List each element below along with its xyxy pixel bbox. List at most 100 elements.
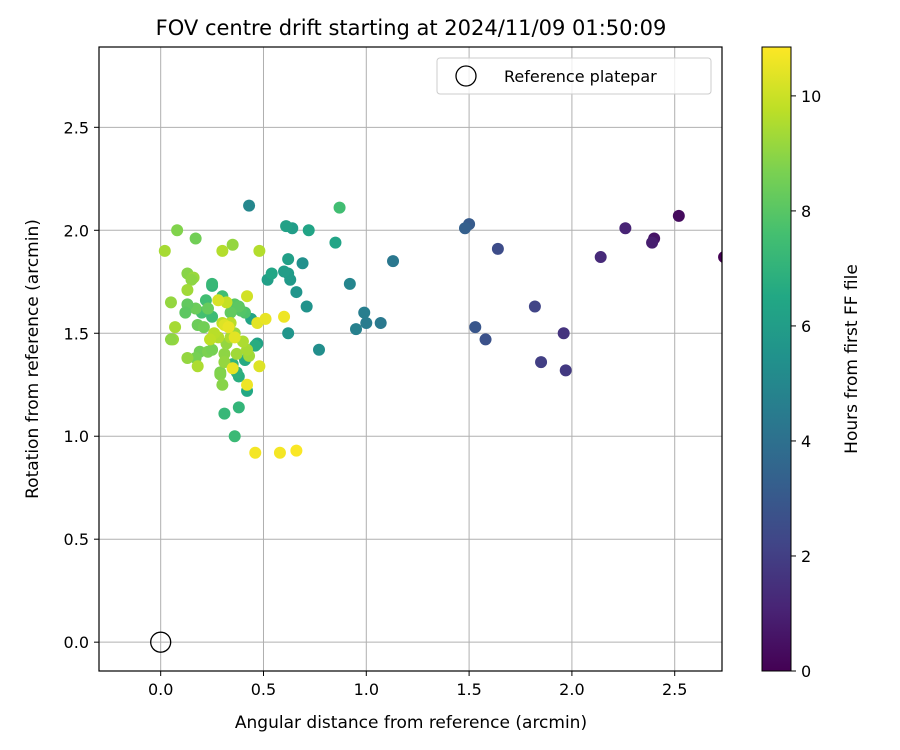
data-point — [594, 251, 607, 264]
colorbar-tick-label: 4 — [801, 432, 811, 451]
data-point — [222, 321, 235, 334]
data-point — [557, 327, 570, 340]
data-point — [273, 446, 286, 459]
data-point — [718, 251, 722, 263]
x-tick-label: 1.0 — [354, 680, 379, 699]
plot-frame — [98, 46, 723, 672]
data-point — [280, 220, 293, 233]
data-point — [226, 238, 239, 251]
x-axis-label: Angular distance from reference (arcmin) — [235, 713, 587, 733]
colorbar-tick-label: 2 — [801, 547, 811, 566]
data-point — [243, 199, 256, 212]
data-point — [218, 356, 231, 369]
y-tick-label: 0.0 — [64, 633, 89, 652]
data-point — [185, 273, 198, 286]
y-tick-label: 0.5 — [64, 530, 89, 549]
data-point — [278, 310, 291, 323]
data-point — [528, 300, 541, 313]
data-point — [469, 321, 482, 334]
data-point — [296, 257, 309, 270]
y-tick-label: 2.5 — [64, 118, 89, 137]
data-point — [212, 294, 225, 307]
data-point — [228, 331, 241, 344]
data-point — [479, 333, 492, 346]
data-point — [458, 222, 471, 235]
data-point — [224, 306, 237, 319]
data-point — [646, 236, 659, 249]
colorbar-tick-label: 0 — [801, 662, 811, 681]
data-point — [169, 321, 182, 334]
data-point — [232, 300, 245, 313]
data-point — [672, 209, 685, 222]
data-point — [179, 306, 192, 319]
y-tick-label: 1.0 — [64, 427, 89, 446]
data-point — [218, 347, 231, 360]
data-point — [181, 351, 194, 364]
data-point — [333, 201, 346, 214]
colorbar-tick-label: 10 — [801, 87, 821, 106]
data-point — [218, 407, 231, 420]
reference-marker — [150, 631, 172, 653]
colorbar-ticks: 0 2 4 6 8 10 — [791, 87, 821, 681]
data-points — [158, 199, 722, 459]
data-point — [290, 286, 303, 299]
legend: Reference platepar — [436, 57, 712, 95]
data-point — [206, 343, 219, 356]
data-point — [201, 302, 214, 315]
data-point — [164, 296, 177, 309]
data-point — [290, 444, 303, 457]
legend-reference-marker — [455, 65, 477, 87]
colorbar: 0 2 4 6 8 10 Hours from first FF file — [761, 46, 862, 681]
data-point — [197, 321, 210, 334]
colorbar-tick-label: 6 — [801, 317, 811, 336]
data-point — [259, 312, 272, 325]
x-tick-label: 2.5 — [662, 680, 687, 699]
reference-point — [150, 631, 172, 653]
data-point — [253, 244, 266, 257]
data-point — [181, 284, 194, 297]
y-tick-label: 2.0 — [64, 221, 89, 240]
x-tick-label: 0.0 — [148, 680, 173, 699]
data-point — [189, 232, 202, 245]
data-point — [204, 333, 217, 346]
data-point — [387, 255, 400, 268]
data-point — [206, 277, 219, 290]
legend-box — [436, 57, 712, 95]
data-point — [265, 267, 278, 280]
x-tick-label: 2.0 — [559, 680, 584, 699]
colorbar-gradient — [761, 46, 792, 672]
data-point — [228, 430, 241, 443]
data-point — [282, 327, 295, 340]
data-point — [216, 244, 229, 257]
data-point — [241, 378, 254, 391]
data-point — [491, 242, 504, 255]
data-point — [164, 333, 177, 346]
y-axis-ticks: 0.0 0.5 1.0 1.5 2.0 2.5 — [64, 118, 99, 652]
y-axis-label: Rotation from reference (arcmin) — [23, 219, 43, 499]
legend-label-reference: Reference platepar — [504, 67, 657, 86]
grid-lines — [99, 47, 722, 671]
data-point — [343, 277, 356, 290]
y-tick-label: 1.5 — [64, 324, 89, 343]
data-point — [282, 253, 295, 266]
data-point — [216, 378, 229, 391]
colorbar-label: Hours from first FF file — [842, 264, 862, 454]
data-point — [358, 306, 371, 319]
data-point — [191, 360, 204, 373]
data-point — [241, 290, 254, 303]
data-point — [214, 368, 227, 381]
data-point — [374, 316, 387, 329]
data-point — [171, 224, 184, 237]
data-point — [329, 236, 342, 249]
data-point — [302, 224, 315, 237]
data-point — [619, 222, 632, 235]
data-point — [535, 356, 548, 369]
data-point — [230, 347, 243, 360]
data-point — [249, 446, 262, 459]
data-point — [350, 323, 363, 336]
data-point — [360, 316, 373, 329]
data-point — [158, 244, 171, 257]
colorbar-tick-label: 8 — [801, 202, 811, 221]
x-axis-ticks: 0.0 0.5 1.0 1.5 2.0 2.5 — [148, 671, 687, 699]
